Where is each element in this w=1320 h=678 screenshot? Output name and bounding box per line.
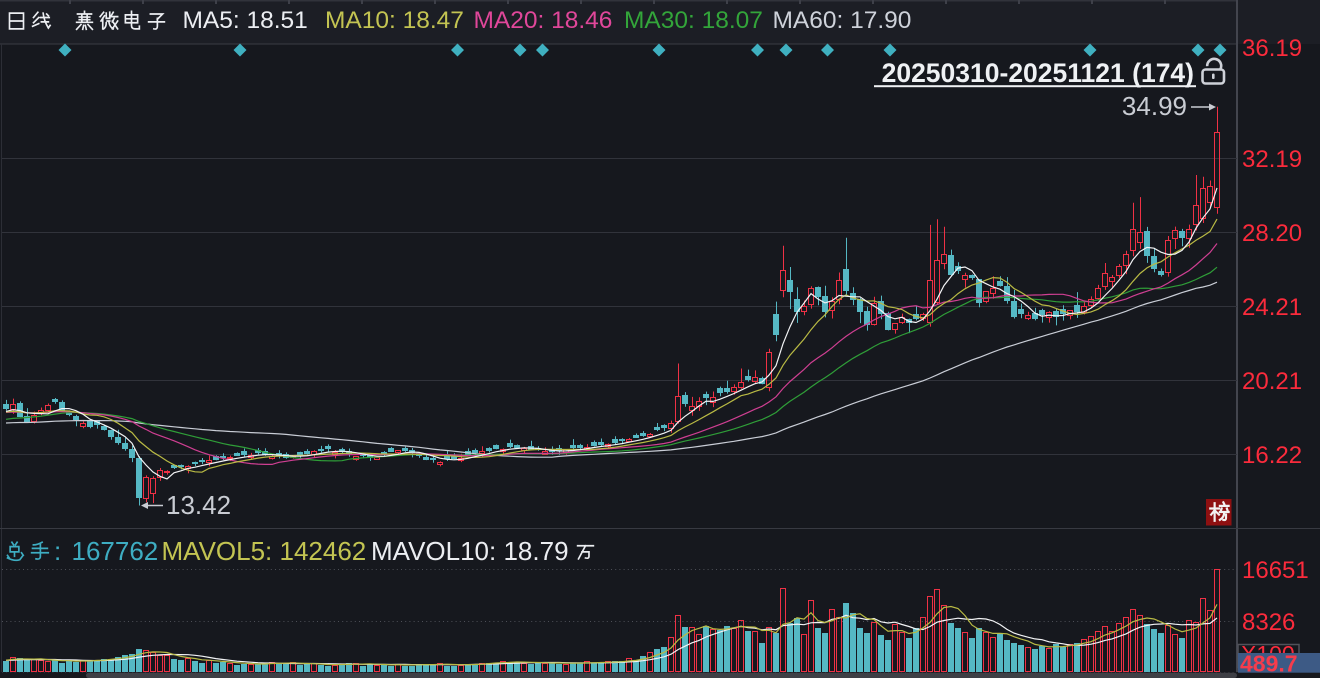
svg-text:MA10: 18.47: MA10: 18.47 <box>325 7 464 34</box>
svg-text:32.19: 32.19 <box>1242 146 1302 173</box>
svg-text:167762: 167762 <box>72 536 159 566</box>
svg-text:MA30: 18.07: MA30: 18.07 <box>624 7 763 34</box>
svg-text:8326: 8326 <box>1242 609 1295 636</box>
svg-text:20250310-20251121 (174): 20250310-20251121 (174) <box>882 58 1194 88</box>
svg-text:36.19: 36.19 <box>1242 35 1302 62</box>
svg-text:28.20: 28.20 <box>1242 220 1302 247</box>
svg-text:MA20: 18.46: MA20: 18.46 <box>474 7 613 34</box>
svg-text:16651: 16651 <box>1242 557 1309 584</box>
svg-text:MA60: 17.90: MA60: 17.90 <box>773 7 912 34</box>
svg-text:489.7: 489.7 <box>1240 651 1298 677</box>
svg-text:24.21: 24.21 <box>1242 294 1302 321</box>
svg-text:16.22: 16.22 <box>1242 442 1302 469</box>
svg-text:34.99: 34.99 <box>1122 91 1187 121</box>
svg-text:20.21: 20.21 <box>1242 368 1302 395</box>
svg-text:MAVOL5: 142462: MAVOL5: 142462 <box>162 536 367 566</box>
svg-text:13.42: 13.42 <box>166 490 231 520</box>
svg-text::: : <box>54 536 61 566</box>
svg-text:MA5: 18.51: MA5: 18.51 <box>183 7 308 34</box>
svg-text:MAVOL10: 18.79: MAVOL10: 18.79 <box>371 536 569 566</box>
